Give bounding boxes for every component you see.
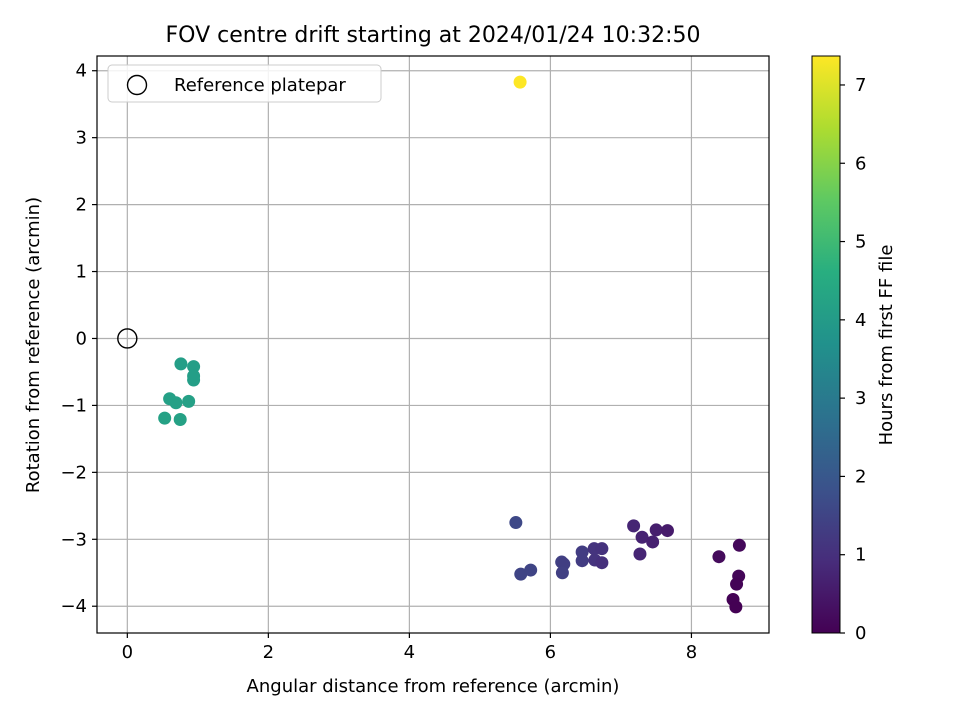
x-tick-label: 4 (404, 642, 415, 663)
colorbar-tick-label: 7 (855, 75, 866, 96)
y-axis-label: Rotation from reference (arcmin) (23, 197, 44, 493)
reference-marker-layer (117, 328, 138, 349)
y-tick-label: 3 (76, 128, 87, 149)
data-point (649, 523, 663, 537)
y-tick-label: 4 (76, 61, 87, 82)
data-point (514, 567, 528, 581)
data-point (509, 516, 523, 530)
colorbar-gradient (811, 55, 841, 634)
x-tick-label: 6 (545, 642, 556, 663)
data-point (730, 577, 744, 591)
colorbar-tick-label: 3 (855, 388, 866, 409)
colorbar-tick-label: 6 (855, 153, 866, 174)
data-point (187, 373, 201, 387)
data-point (732, 538, 746, 552)
data-point (174, 357, 188, 371)
data-point (158, 411, 172, 425)
legend-reference-marker-icon (126, 74, 148, 96)
data-point (182, 394, 196, 408)
x-axis-label: Angular distance from reference (arcmin) (247, 676, 620, 697)
plot-frame (96, 55, 770, 634)
y-tick-label: −4 (60, 596, 87, 617)
reference-platepar-marker (117, 328, 138, 349)
y-tick-label: 1 (76, 262, 87, 283)
data-point (555, 566, 569, 580)
data-point (729, 600, 743, 614)
data-point (635, 530, 649, 544)
x-tick-label: 2 (263, 642, 274, 663)
y-tick-label: −2 (60, 462, 87, 483)
colorbar-tick-label: 2 (855, 466, 866, 487)
data-point (187, 360, 201, 374)
colorbar-label: Hours from first FF file (876, 245, 897, 446)
axes: 0 2 4 6 8 −4 −3 −2 −1 0 1 2 3 4 (60, 55, 770, 663)
data-point (595, 542, 609, 556)
colorbar-tick-label: 1 (855, 545, 866, 566)
data-point (712, 550, 726, 564)
data-point (646, 535, 660, 549)
x-tick-label: 0 (122, 642, 133, 663)
y-tick-label: 2 (76, 195, 87, 216)
data-point (169, 396, 183, 410)
legend-box (107, 64, 382, 103)
colorbar-tick-label: 5 (855, 232, 866, 253)
data-point (633, 547, 647, 561)
y-tick-label: −1 (60, 395, 87, 416)
grid (97, 56, 769, 633)
legend-entry-label: Reference platepar (174, 75, 346, 96)
y-tick-label: −3 (60, 529, 87, 550)
x-tick-label: 8 (686, 642, 697, 663)
y-tick-label: 0 (76, 328, 87, 349)
data-point (595, 556, 609, 570)
colorbar: 0 1 2 3 4 5 6 7 (811, 55, 866, 644)
data-point (575, 554, 589, 568)
data-points (158, 75, 746, 614)
colorbar-tick-label: 0 (855, 623, 866, 644)
data-point (660, 524, 674, 538)
data-point (524, 563, 538, 577)
chart-title: FOV centre drift starting at 2024/01/24 … (166, 23, 701, 48)
data-point (173, 412, 187, 426)
legend: Reference platepar (107, 64, 382, 103)
colorbar-tick-label: 4 (855, 310, 866, 331)
data-point (513, 75, 527, 89)
data-point (627, 519, 641, 533)
